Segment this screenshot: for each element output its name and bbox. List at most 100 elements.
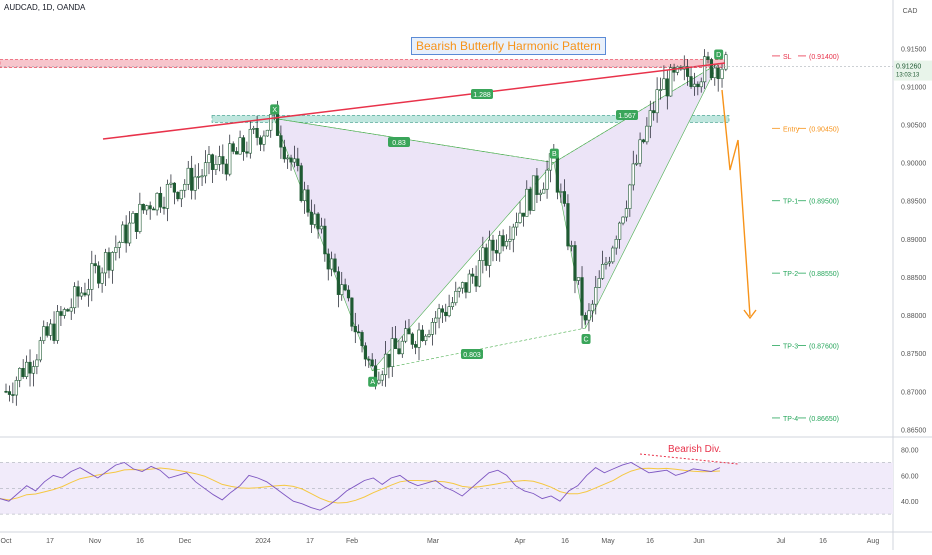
candle <box>197 176 201 178</box>
x-tick-label: 16 <box>646 538 654 545</box>
candle <box>302 189 307 201</box>
candle <box>696 83 700 88</box>
candle <box>481 247 485 261</box>
candle <box>148 205 152 210</box>
candle <box>179 189 183 200</box>
level-value: (0.90450) <box>809 126 839 133</box>
currency-label: CAD <box>903 8 918 15</box>
candle <box>709 59 713 79</box>
candle <box>631 163 635 186</box>
candle <box>407 328 411 335</box>
candle <box>380 374 384 381</box>
candle <box>555 157 559 193</box>
candle <box>117 242 121 248</box>
candle <box>641 139 646 143</box>
candle <box>134 213 139 232</box>
candle <box>611 247 615 263</box>
candle <box>79 292 84 297</box>
divergence-label: Bearish Div. <box>668 444 721 455</box>
candle <box>21 368 25 377</box>
point-badge <box>270 104 280 115</box>
candle <box>434 317 438 323</box>
candle <box>353 326 357 333</box>
candle <box>176 191 180 200</box>
candle <box>662 78 666 90</box>
candle <box>38 340 42 361</box>
candle <box>525 188 529 217</box>
rsi-tick-label: 40.00 <box>901 499 919 506</box>
candle <box>100 272 104 284</box>
candle <box>28 361 32 374</box>
candle <box>367 358 371 361</box>
ratio-label: 1.288 <box>473 92 491 99</box>
candle <box>340 284 344 295</box>
candle <box>59 311 63 316</box>
candle <box>207 154 211 164</box>
candle <box>258 137 263 145</box>
x-tick-label: May <box>601 538 615 545</box>
level-name: TP-3 <box>783 344 798 351</box>
resistance-trendline <box>102 62 726 140</box>
y-tick-label: 0.90000 <box>901 161 926 168</box>
candle <box>618 222 622 240</box>
candle <box>121 224 125 243</box>
candle <box>42 326 46 341</box>
candle <box>645 125 649 143</box>
candle <box>66 309 70 312</box>
candle <box>699 81 703 88</box>
candle <box>390 338 394 367</box>
candle <box>224 163 228 175</box>
candle <box>692 83 697 87</box>
y-tick-label: 0.88500 <box>901 275 926 282</box>
level-value: (0.89500) <box>809 199 839 206</box>
candle <box>580 277 584 316</box>
level-value: (0.86650) <box>809 416 839 423</box>
candle <box>193 176 197 191</box>
candle <box>508 238 512 242</box>
candle <box>238 137 242 155</box>
candle <box>538 192 542 195</box>
candle <box>190 167 194 191</box>
candle <box>203 162 208 177</box>
candle <box>11 394 15 396</box>
y-tick-label: 0.90500 <box>901 123 926 130</box>
level-name: Entry <box>783 126 800 133</box>
candle <box>393 338 398 350</box>
point-badge <box>581 334 591 345</box>
candle <box>471 273 475 277</box>
candle <box>686 66 690 77</box>
candle <box>357 331 361 334</box>
candle <box>7 391 12 395</box>
candle <box>165 184 170 209</box>
candle <box>531 175 536 211</box>
candle <box>217 156 221 165</box>
candle <box>214 164 218 170</box>
point-label: C <box>584 337 589 344</box>
candle <box>107 252 111 271</box>
candle <box>648 110 652 127</box>
candle <box>90 263 94 290</box>
candle <box>669 67 673 97</box>
candle <box>535 175 539 195</box>
forecast-arrowhead <box>743 309 757 320</box>
candle <box>504 241 509 247</box>
ratio-badge <box>461 349 483 359</box>
candle <box>52 323 56 341</box>
x-tick-label: 16 <box>819 538 827 545</box>
candle <box>566 203 570 247</box>
point-badge <box>549 148 559 159</box>
candle <box>336 271 340 295</box>
candle <box>713 67 717 79</box>
candle <box>24 361 29 377</box>
level-name: TP-2 <box>783 271 798 278</box>
candle <box>370 359 374 367</box>
forecast-path <box>721 89 751 317</box>
candle <box>542 188 546 194</box>
y-tick-label: 0.89000 <box>901 237 926 244</box>
candle <box>131 213 135 224</box>
candle <box>252 128 256 130</box>
candle <box>200 175 204 178</box>
candle <box>638 139 642 164</box>
candle <box>383 353 388 376</box>
point-label: X <box>272 107 277 114</box>
